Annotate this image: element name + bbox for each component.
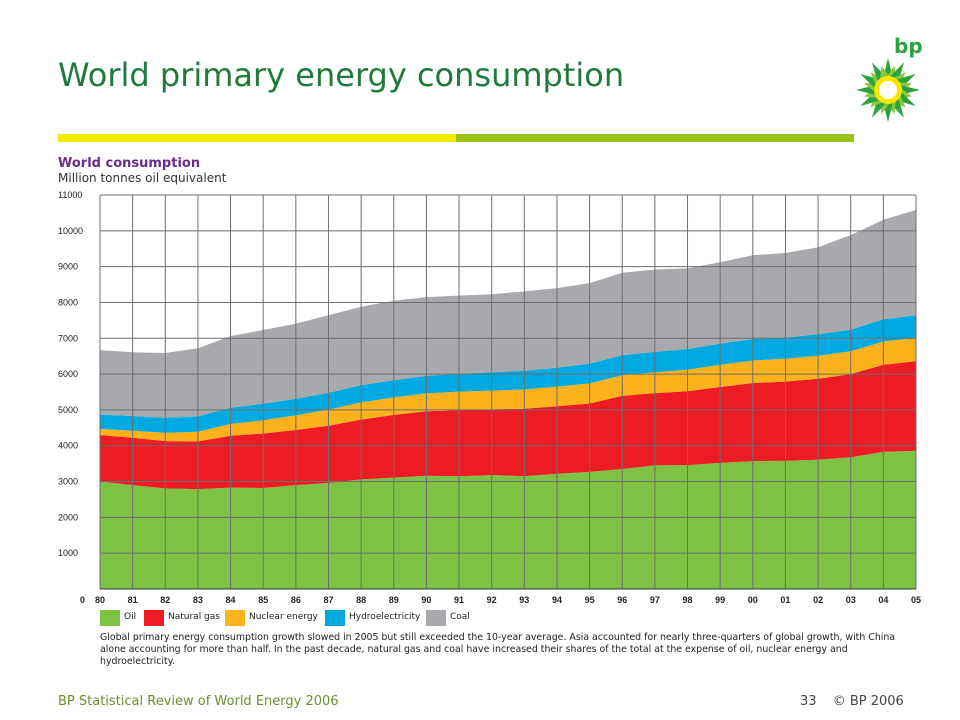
x-tick-label: 84	[226, 595, 236, 605]
legend-swatch-nuclear-energy	[225, 610, 245, 626]
area-coal	[100, 210, 916, 418]
bp-logo-text: bp	[894, 34, 923, 58]
y-tick-label: 10000	[58, 226, 83, 236]
y-tick-label: 9000	[58, 262, 78, 272]
x-tick-label: 01	[780, 595, 790, 605]
area-oil	[100, 450, 916, 589]
slide-title: World primary energy consumption	[58, 56, 625, 94]
x-tick-label: 81	[128, 595, 138, 605]
x-tick-label: 93	[519, 595, 529, 605]
legend-label-coal: Coal	[450, 612, 470, 622]
chart-subtitle: Million tonnes oil equivalent	[58, 171, 227, 185]
x-tick-label: 82	[160, 595, 170, 605]
x-tick-label: 05	[911, 595, 921, 605]
x-tick-label: 90	[421, 595, 431, 605]
y-tick-label: 2000	[58, 512, 78, 522]
x-tick-label: 94	[552, 595, 562, 605]
x-tick-label: 88	[356, 595, 366, 605]
copyright: © BP 2006	[832, 694, 904, 709]
legend-label-hydroelectricity: Hydroelectricity	[349, 612, 421, 622]
x-tick-label: 00	[748, 595, 758, 605]
page-number: 33	[800, 694, 817, 709]
chart-title: World consumption	[58, 156, 201, 171]
legend-label-natural-gas: Natural gas	[168, 612, 220, 622]
y-tick-label: 5000	[58, 405, 78, 415]
legend-swatch-hydroelectricity	[325, 610, 345, 626]
x-tick-label: 86	[291, 595, 301, 605]
x-tick-label: 04	[878, 595, 888, 605]
chart-caption: Global primary energy consumption growth…	[100, 632, 896, 667]
x-tick-label: 97	[650, 595, 660, 605]
chart-legend: Oil Natural gas Nuclear energy Hydroelec…	[100, 610, 920, 630]
x-tick-label: 02	[813, 595, 823, 605]
y-tick-label: 8000	[58, 297, 78, 307]
footer-right: 33 © BP 2006	[800, 694, 916, 709]
legend-swatch-oil	[100, 610, 120, 626]
area-nuclear-energy	[100, 337, 916, 442]
y-tick-label: 6000	[58, 369, 78, 379]
y-tick-label: 1000	[58, 548, 78, 558]
y-tick-label: 0	[80, 595, 85, 605]
footer-source: BP Statistical Review of World Energy 20…	[58, 694, 339, 709]
legend-swatch-natural-gas	[144, 610, 164, 626]
title-rule	[58, 134, 854, 142]
title-rule-yellow	[58, 134, 456, 142]
y-tick-label: 4000	[58, 441, 78, 451]
area-natural-gas	[100, 361, 916, 490]
legend-swatch-coal	[426, 610, 446, 626]
x-tick-label: 03	[846, 595, 856, 605]
y-tick-label: 11000	[58, 190, 82, 200]
y-tick-label: 7000	[58, 333, 78, 343]
x-tick-label: 89	[389, 595, 399, 605]
x-tick-label: 99	[715, 595, 725, 605]
legend-label-nuclear-energy: Nuclear energy	[249, 612, 318, 622]
x-tick-label: 98	[683, 595, 693, 605]
x-tick-label: 95	[585, 595, 595, 605]
x-tick-label: 96	[617, 595, 627, 605]
stacked-area-chart: 0100020003000400050006000700080009000100…	[58, 190, 921, 605]
x-tick-label: 80	[95, 595, 105, 605]
x-tick-label: 83	[193, 595, 203, 605]
x-tick-label: 87	[323, 595, 333, 605]
bp-logo	[850, 34, 926, 126]
x-tick-label: 92	[487, 595, 497, 605]
x-tick-label: 85	[258, 595, 268, 605]
y-tick-label: 3000	[58, 477, 78, 487]
bp-helios-icon	[856, 58, 920, 122]
x-tick-label: 91	[454, 595, 464, 605]
legend-label-oil: Oil	[124, 612, 137, 622]
title-rule-green	[456, 134, 854, 142]
